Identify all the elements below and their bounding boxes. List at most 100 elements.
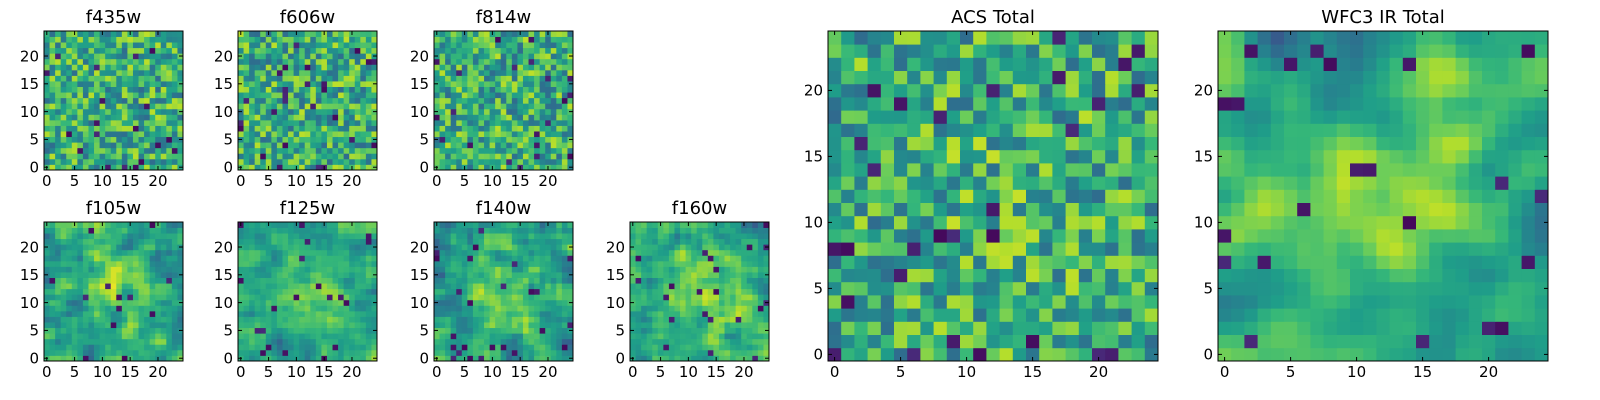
heatmap-cell (561, 42, 568, 49)
heatmap-cell (713, 322, 720, 329)
heatmap-cell (439, 58, 446, 65)
heatmap-cell (445, 153, 452, 160)
heatmap-cell (288, 153, 294, 160)
heatmap-cell (160, 153, 167, 160)
heatmap-cell (652, 255, 659, 262)
heatmap-cell (439, 86, 446, 93)
heatmap-cell (282, 316, 289, 323)
heatmap-cell (121, 64, 128, 71)
heatmap-cell (1012, 215, 1027, 230)
heatmap-cell (445, 42, 452, 49)
heatmap-cell (149, 58, 156, 65)
heatmap-cell (680, 316, 686, 323)
heatmap-cell (1065, 268, 1080, 283)
heatmap-cell (741, 260, 748, 267)
heatmap-cell (304, 294, 311, 301)
heatmap-cell (88, 244, 95, 251)
heatmap-cell (177, 333, 184, 340)
heatmap-cell (299, 47, 306, 54)
heatmap-cell (110, 316, 117, 323)
heatmap-cell (360, 344, 367, 351)
heatmap-cell (343, 294, 350, 301)
heatmap-cell (545, 42, 552, 49)
heatmap-cell (249, 142, 256, 149)
heatmap-cell (752, 266, 759, 273)
heatmap-cell (160, 316, 167, 323)
heatmap-cell (332, 238, 339, 245)
heatmap-cell (1131, 255, 1146, 269)
heatmap-cell (160, 158, 167, 165)
heatmap-cell (49, 288, 56, 295)
heatmap-cell (556, 294, 563, 301)
heatmap-cell (1039, 163, 1053, 177)
heatmap-cell (506, 136, 513, 143)
heatmap-cell (360, 255, 367, 262)
heatmap-cell (652, 277, 659, 284)
heatmap-cell (663, 283, 670, 290)
heatmap-cell (735, 272, 742, 278)
heatmap-cell (127, 327, 134, 334)
heatmap-cell (243, 131, 250, 138)
heatmap-cell (556, 58, 563, 65)
heatmap-cell (288, 272, 294, 278)
heatmap-cell (365, 47, 372, 54)
heatmap-cell (986, 189, 1000, 203)
heatmap-cell (338, 249, 345, 256)
heatmap-cell (44, 158, 50, 165)
heatmap-cell (522, 36, 529, 43)
heatmap-cell (321, 92, 328, 99)
heatmap-cell (545, 158, 552, 165)
heatmap-cell (561, 288, 568, 295)
heatmap-cell (282, 249, 289, 256)
heatmap-cell (332, 272, 339, 278)
heatmap-cell (539, 58, 546, 65)
heatmap-cell (741, 338, 748, 345)
heatmap-cell (456, 316, 463, 323)
heatmap-cell (735, 260, 742, 267)
heatmap-cell (288, 58, 294, 65)
heatmap-cell (467, 244, 474, 251)
heatmap-cell (495, 136, 502, 143)
heatmap-cell (484, 53, 490, 60)
heatmap-cell (360, 227, 367, 234)
heatmap-cell (332, 119, 339, 126)
heatmap-cell (960, 176, 974, 190)
heatmap-cell (66, 310, 73, 317)
heatmap-cell (238, 147, 244, 154)
heatmap-cell (155, 131, 162, 138)
heatmap-cell (652, 222, 659, 228)
heatmap-cell (276, 272, 283, 278)
heatmap-cell (511, 64, 518, 71)
heatmap-cell (60, 36, 67, 43)
heatmap-cell (49, 69, 56, 76)
heatmap-cell (685, 238, 692, 245)
heatmap-cell (332, 36, 339, 43)
heatmap-cell (702, 305, 709, 312)
heatmap-cell (534, 316, 541, 323)
heatmap-cell (556, 53, 563, 60)
heatmap-cell (243, 108, 250, 115)
heatmap-cell (1039, 281, 1053, 296)
heatmap-cell (920, 255, 934, 269)
heatmap-cell (539, 164, 546, 171)
heatmap-cell (1131, 295, 1146, 309)
heatmap-cell (946, 255, 961, 269)
heatmap-cell (332, 158, 339, 165)
heatmap-cell (60, 249, 67, 256)
heatmap-cell (556, 277, 563, 284)
heatmap-cell (646, 333, 653, 340)
heatmap-cell (545, 64, 552, 71)
heatmap-cell (293, 333, 300, 340)
heatmap-cell (138, 36, 145, 43)
heatmap-cell (171, 316, 178, 323)
heatmap-cell (55, 103, 62, 110)
axes-frame (433, 221, 574, 362)
heatmap-cell (550, 349, 557, 356)
heatmap-cell (986, 255, 1000, 269)
heatmap-cell (338, 327, 345, 334)
heatmap-cell (354, 249, 361, 256)
heatmap-cell (265, 153, 272, 160)
heatmap-cell (155, 305, 162, 312)
heatmap-cell (332, 222, 339, 228)
heatmap-cell (288, 233, 294, 240)
